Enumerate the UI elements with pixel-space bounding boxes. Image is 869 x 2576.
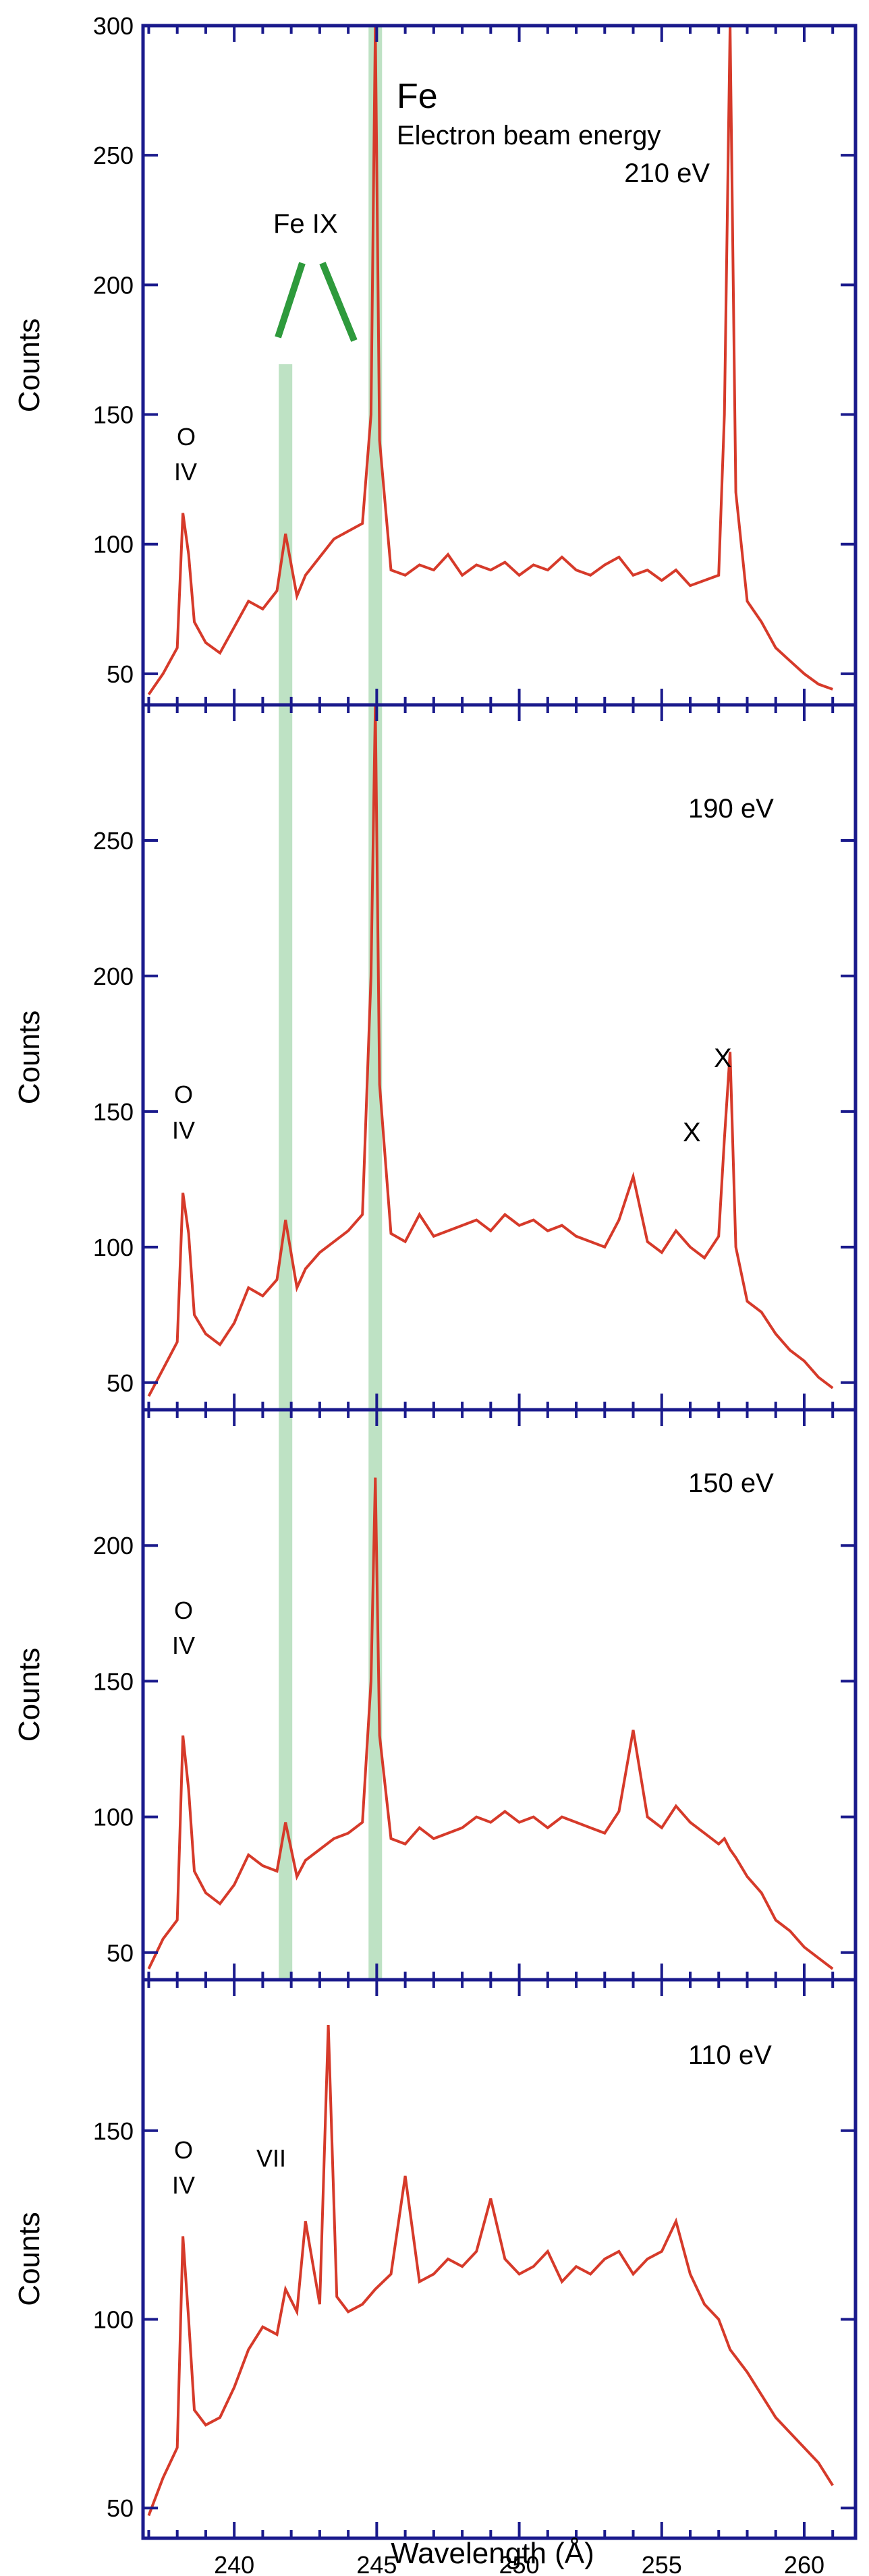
panel-1-o-label: O (177, 423, 196, 451)
panel-2-o-label: O (174, 1081, 193, 1108)
panel-4-iv-label: IV (172, 2171, 195, 2199)
x-tick-label: 240 (214, 2551, 254, 2576)
panel-4-o-label: O (174, 2136, 193, 2164)
panel-3-energy-label: 150 eV (688, 1468, 774, 1498)
x-axis-title: Wavelength (Å) (391, 2537, 594, 2570)
x-tick-label: 260 (784, 2551, 824, 2576)
panel-1-ytick-label: 200 (93, 271, 134, 299)
panel-3-ytick-label: 200 (93, 1532, 134, 1559)
panel-1-iv-label: IV (174, 458, 197, 486)
panel-3-y-axis-title: Counts (13, 1648, 46, 1742)
panel-2-trace (147, 704, 834, 1397)
beam-energy-caption: Electron beam energy (397, 121, 661, 150)
panel-3-ytick-label: 50 (107, 1939, 134, 1967)
highlight-band-0 (279, 364, 293, 1980)
panel-4-vii-label: VII (256, 2144, 286, 2172)
panel-4-ytick-label: 50 (107, 2494, 134, 2522)
highlight-band-1 (368, 26, 383, 1980)
panel-1-ytick-label: 250 (93, 142, 134, 169)
panel-1: 50 100 150 200 250 300 Counts (13, 12, 858, 707)
panel-2-ytick-label: 250 (93, 827, 134, 855)
panel-4-ytick-label: 100 (93, 2306, 134, 2334)
panel-4-ytick-label: 150 (93, 2117, 134, 2145)
panel-3-iv-label: IV (172, 1632, 195, 1659)
panel-1-trace (147, 25, 833, 695)
panel-3-ytick-label: 100 (93, 1804, 134, 1831)
panel-1-ytick-label: 100 (93, 531, 134, 559)
panel-2-x-label-upper: X (714, 1043, 732, 1073)
panel-2-ytick-label: 50 (107, 1369, 134, 1397)
x-tick-label: 250 (499, 2551, 540, 2576)
highlight-bands (279, 26, 383, 1980)
panel-4-y-axis-title: Counts (13, 2212, 46, 2306)
panel-2-ytick-label: 200 (93, 963, 134, 990)
x-tick-label: 255 (642, 2551, 682, 2576)
panel-4: 50 100 150 Counts (13, 1978, 858, 2540)
panel-3-trace (147, 1477, 834, 1970)
panel-2-y-axis-title: Counts (13, 1010, 46, 1104)
panel-4-energy-label: 110 eV (688, 2040, 772, 2070)
panel-2-x-label-lower: X (683, 1118, 701, 1147)
panel-4-trace (147, 2025, 834, 2517)
panel-1-energy-label: 210 eV (624, 159, 710, 188)
fe-ix-marker-left (275, 262, 306, 339)
panel-3-o-label: O (174, 1597, 193, 1624)
panel-1-ytick-label: 150 (93, 401, 134, 429)
panel-2-energy-label: 190 eV (688, 794, 774, 824)
x-tick-label: 245 (356, 2551, 397, 2576)
panels: 50 100 150 200 250 300 Counts 50 100 150 200 250 Cou… (13, 12, 858, 2576)
panel-1-ytick-label: 50 (107, 660, 134, 688)
panel-3-ytick-label: 150 (93, 1667, 134, 1695)
fe-ix-label: Fe IX (273, 209, 338, 239)
panel-2-ytick-label: 100 (93, 1234, 134, 1261)
panel-1-ytick-label: 300 (93, 12, 134, 40)
element-label-fe: Fe (397, 77, 438, 116)
panel-2-iv-label: IV (172, 1116, 195, 1144)
panel-2-ytick-label: 150 (93, 1098, 134, 1126)
fe-ix-marker-right (319, 262, 358, 342)
panel-4-frame (141, 1978, 858, 2540)
panel-1-y-axis-title: Counts (13, 318, 46, 412)
